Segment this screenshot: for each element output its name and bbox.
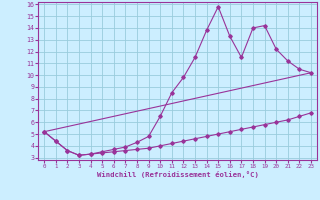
X-axis label: Windchill (Refroidissement éolien,°C): Windchill (Refroidissement éolien,°C) [97,171,259,178]
